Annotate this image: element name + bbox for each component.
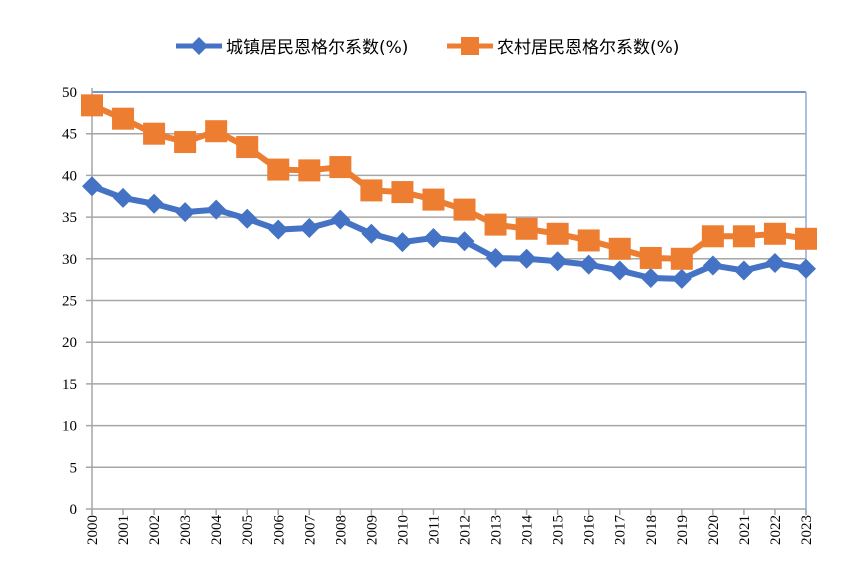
data-point bbox=[267, 158, 290, 181]
x-tick-label: 2001 bbox=[116, 515, 132, 545]
legend-item-urban: 城镇居民恩格尔系数(%) bbox=[176, 37, 408, 58]
x-tick-label: 2021 bbox=[737, 515, 753, 545]
data-point bbox=[361, 223, 382, 244]
data-point bbox=[608, 237, 631, 260]
y-tick-label: 10 bbox=[62, 419, 77, 435]
diamond-marker-icon bbox=[190, 37, 208, 55]
data-point bbox=[423, 227, 444, 248]
data-point bbox=[268, 219, 289, 240]
data-point bbox=[205, 120, 228, 143]
data-point bbox=[82, 176, 102, 197]
y-tick-label: 35 bbox=[62, 210, 77, 226]
series-line bbox=[90, 102, 807, 262]
x-tick-label: 2018 bbox=[644, 515, 660, 545]
x-tick-label: 2016 bbox=[582, 515, 598, 546]
data-point bbox=[298, 159, 321, 182]
y-tick-label: 40 bbox=[62, 168, 77, 184]
x-tick-label: 2013 bbox=[489, 515, 505, 545]
legend-label-rural: 农村居民恩格尔系数(%) bbox=[497, 38, 679, 58]
data-point bbox=[670, 247, 693, 270]
data-point bbox=[732, 225, 755, 248]
y-tick-label: 5 bbox=[70, 460, 78, 476]
data-point bbox=[237, 208, 258, 229]
data-point bbox=[795, 227, 817, 250]
data-point bbox=[578, 254, 599, 275]
data-point bbox=[112, 107, 135, 130]
data-point bbox=[422, 188, 445, 211]
series-lines bbox=[81, 94, 817, 289]
y-tick-label: 30 bbox=[62, 252, 77, 268]
x-tick-label: 2015 bbox=[551, 515, 567, 545]
x-tick-label: 2017 bbox=[613, 515, 629, 546]
data-point bbox=[330, 209, 351, 230]
data-point bbox=[299, 217, 320, 238]
data-point bbox=[639, 246, 662, 269]
data-point bbox=[671, 268, 692, 289]
data-point bbox=[174, 131, 197, 154]
y-axis-ticks: 0 5 10 15 20 25 30 35 40 45 50 bbox=[62, 85, 77, 518]
data-point bbox=[702, 255, 723, 276]
data-point bbox=[701, 225, 724, 248]
data-point bbox=[143, 122, 166, 145]
x-tick-label: 2012 bbox=[458, 515, 474, 545]
square-marker-icon bbox=[461, 37, 479, 55]
x-tick-label: 2023 bbox=[799, 515, 815, 545]
y-tick-label: 20 bbox=[62, 335, 77, 351]
data-point bbox=[113, 187, 134, 208]
data-point bbox=[485, 247, 506, 268]
y-tick-label: 45 bbox=[62, 127, 77, 143]
x-tick-label: 2005 bbox=[240, 515, 256, 545]
data-point bbox=[391, 181, 414, 204]
x-tick-label: 2019 bbox=[675, 515, 691, 545]
data-point bbox=[360, 179, 383, 202]
gridlines bbox=[86, 88, 807, 515]
data-point bbox=[640, 267, 661, 288]
data-point bbox=[546, 222, 569, 245]
data-point bbox=[454, 231, 475, 252]
data-point bbox=[733, 260, 754, 281]
x-tick-label: 2006 bbox=[271, 515, 287, 546]
data-point bbox=[609, 260, 630, 281]
x-tick-label: 2020 bbox=[706, 515, 722, 545]
data-point bbox=[796, 258, 816, 279]
data-point bbox=[144, 193, 165, 214]
data-point bbox=[763, 222, 786, 245]
x-tick-label: 2022 bbox=[768, 515, 784, 545]
x-tick-label: 2000 bbox=[85, 515, 101, 545]
data-point bbox=[764, 252, 785, 273]
legend: 城镇居民恩格尔系数(%) 农村居民恩格尔系数(%) bbox=[176, 37, 679, 58]
data-point bbox=[206, 199, 227, 220]
data-point bbox=[516, 248, 537, 269]
x-tick-label: 2002 bbox=[147, 515, 163, 545]
data-point bbox=[81, 94, 103, 117]
legend-item-rural: 农村居民恩格尔系数(%) bbox=[447, 37, 679, 58]
data-point bbox=[453, 198, 476, 221]
data-point bbox=[329, 156, 352, 179]
data-point bbox=[484, 213, 507, 236]
x-tick-label: 2003 bbox=[178, 515, 194, 545]
y-tick-label: 25 bbox=[62, 294, 77, 310]
data-point bbox=[236, 136, 259, 159]
legend-label-urban: 城镇居民恩格尔系数(%) bbox=[226, 38, 408, 58]
data-point bbox=[515, 217, 538, 240]
x-tick-label: 2014 bbox=[520, 515, 536, 546]
series-rural bbox=[81, 94, 817, 270]
y-tick-label: 0 bbox=[70, 502, 78, 518]
x-axis-ticks: 2000 2001 2002 2003 2004 2005 2006 2007 2008 2009… bbox=[85, 515, 815, 546]
x-tick-label: 2008 bbox=[333, 515, 349, 545]
data-point bbox=[577, 229, 600, 252]
y-tick-label: 50 bbox=[62, 85, 77, 101]
y-tick-label: 15 bbox=[62, 377, 77, 393]
series-line bbox=[90, 183, 807, 282]
data-point bbox=[547, 251, 568, 272]
x-tick-label: 2011 bbox=[426, 515, 442, 544]
data-point bbox=[175, 202, 196, 223]
x-tick-label: 2009 bbox=[364, 515, 380, 545]
x-tick-label: 2010 bbox=[395, 515, 411, 545]
series-urban bbox=[82, 176, 816, 289]
x-tick-label: 2007 bbox=[302, 515, 318, 546]
x-tick-label: 2004 bbox=[209, 515, 225, 546]
data-point bbox=[392, 232, 413, 253]
